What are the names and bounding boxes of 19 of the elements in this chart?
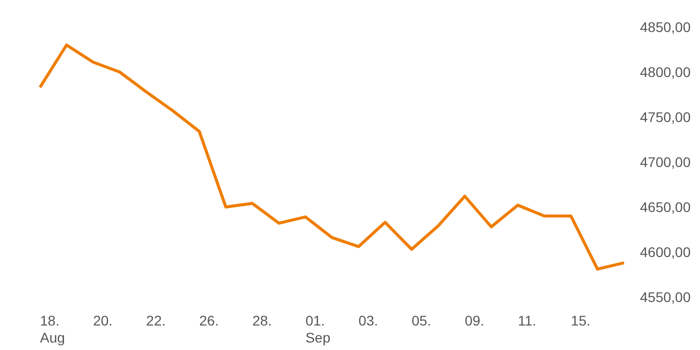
x-tick-label: 09. <box>464 312 484 328</box>
y-tick-label: 4650,00 <box>640 199 691 215</box>
line-series <box>38 44 626 271</box>
y-tick-label: 4550,00 <box>640 289 691 305</box>
y-tick-label: 4600,00 <box>640 244 691 260</box>
x-tick-label: 01. Sep <box>305 312 331 346</box>
y-tick-label: 4750,00 <box>640 109 691 125</box>
y-tick-label: 4700,00 <box>640 154 691 170</box>
x-tick-label: 11. <box>518 312 536 328</box>
x-tick-label: 28. <box>252 312 272 328</box>
y-tick-label: 4850,00 <box>640 19 691 35</box>
x-tick-label: 15. <box>570 312 590 328</box>
x-tick-label: 05. <box>412 312 432 328</box>
x-tick-label: 18. Aug <box>40 312 65 346</box>
x-tick-label: 03. <box>358 312 378 328</box>
x-tick-label: 20. <box>93 312 113 328</box>
x-tick-label: 22. <box>146 312 166 328</box>
y-tick-label: 4800,00 <box>640 64 691 80</box>
x-tick-label: 26. <box>199 312 219 328</box>
